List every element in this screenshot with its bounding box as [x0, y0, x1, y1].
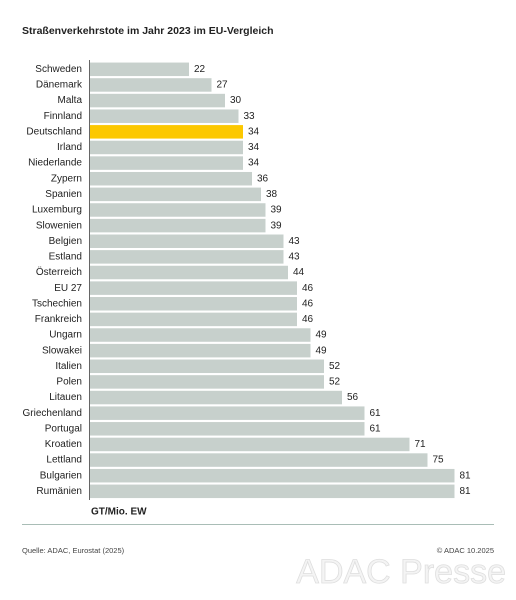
value-label: 61 — [370, 408, 382, 419]
bar — [90, 343, 311, 358]
bar — [90, 406, 365, 420]
bar — [90, 484, 455, 499]
value-label: 71 — [415, 439, 427, 450]
value-label: 39 — [271, 205, 283, 216]
value-label: 49 — [316, 345, 328, 356]
category-label: Österreich — [36, 266, 82, 278]
value-label: 52 — [329, 361, 341, 372]
category-label: Schweden — [35, 64, 82, 75]
bar — [90, 422, 365, 436]
category-label: Malta — [58, 95, 83, 106]
category-label: Polen — [56, 377, 82, 388]
value-label: 46 — [302, 283, 314, 294]
value-label: 75 — [433, 455, 445, 466]
value-label: 43 — [289, 236, 301, 247]
category-label: Finnland — [44, 111, 82, 122]
value-label: 34 — [248, 142, 260, 153]
value-label: 34 — [248, 126, 260, 137]
bar — [90, 312, 297, 327]
bar — [90, 250, 284, 264]
bar — [90, 265, 288, 280]
bar — [90, 156, 243, 170]
value-label: 27 — [217, 80, 229, 91]
category-label: Zypern — [51, 173, 82, 184]
value-label: 36 — [257, 173, 269, 184]
value-label: 34 — [248, 158, 260, 169]
category-label: Dänemark — [36, 80, 83, 91]
bar — [90, 93, 225, 108]
bar — [90, 359, 324, 374]
value-label: 43 — [289, 252, 301, 263]
watermark: ADAC Presse — [296, 553, 506, 591]
value-label: 38 — [266, 189, 278, 200]
value-label: 33 — [244, 111, 256, 122]
chart-title: Straßenverkehrstote im Jahr 2023 im EU-V… — [22, 25, 274, 37]
category-label: Ungarn — [49, 330, 82, 341]
bar — [90, 109, 239, 123]
category-label: Irland — [57, 142, 82, 153]
value-label: 46 — [302, 314, 314, 325]
value-label: 61 — [370, 423, 382, 434]
source: Quelle: ADAC, Eurostat (2025) — [22, 546, 125, 555]
category-label: Slowakei — [42, 345, 82, 356]
category-label: EU 27 — [54, 283, 82, 294]
value-label: 56 — [347, 392, 359, 403]
category-label: Griechenland — [23, 408, 82, 419]
value-label: 39 — [271, 220, 283, 231]
category-label: Luxemburg — [32, 205, 82, 216]
category-label: Bulgarien — [40, 470, 82, 481]
category-label: Portugal — [45, 423, 82, 434]
bar — [90, 171, 252, 186]
value-label: 30 — [230, 95, 242, 106]
category-label: Frankreich — [35, 314, 82, 325]
category-label: Estland — [49, 252, 82, 263]
value-label: 81 — [460, 470, 472, 481]
category-label: Rumänien — [36, 486, 82, 497]
category-label: Niederlande — [28, 158, 82, 169]
value-label: 46 — [302, 298, 314, 309]
value-label: 22 — [194, 64, 206, 75]
bar — [90, 297, 297, 311]
category-label: Slowenien — [36, 220, 82, 231]
value-label: 44 — [293, 267, 305, 278]
value-label: 49 — [316, 330, 328, 341]
bar — [90, 218, 266, 233]
bar — [90, 140, 243, 155]
value-label: 52 — [329, 377, 341, 388]
value-label: 81 — [460, 486, 472, 497]
copyright: © ADAC 10.2025 — [437, 546, 494, 555]
bar — [90, 437, 410, 452]
bar — [90, 78, 212, 92]
bar — [90, 234, 284, 248]
category-label: Belgien — [49, 236, 82, 247]
bar — [90, 390, 342, 405]
category-label: Tschechien — [32, 298, 82, 309]
category-label: Deutschland — [26, 126, 82, 137]
category-label: Lettland — [46, 455, 82, 466]
bar — [90, 62, 189, 77]
bar — [90, 203, 266, 217]
category-label: Italien — [55, 361, 82, 372]
bar — [90, 453, 428, 467]
bar — [90, 281, 297, 295]
category-label: Spanien — [45, 189, 82, 200]
bar — [90, 375, 324, 389]
axis-label: GT/Mio. EW — [91, 507, 147, 518]
bar — [90, 468, 455, 483]
bar — [90, 125, 243, 139]
category-label: Litauen — [49, 392, 82, 403]
bar — [90, 187, 261, 202]
bar — [90, 328, 311, 342]
category-label: Kroatien — [45, 439, 82, 450]
